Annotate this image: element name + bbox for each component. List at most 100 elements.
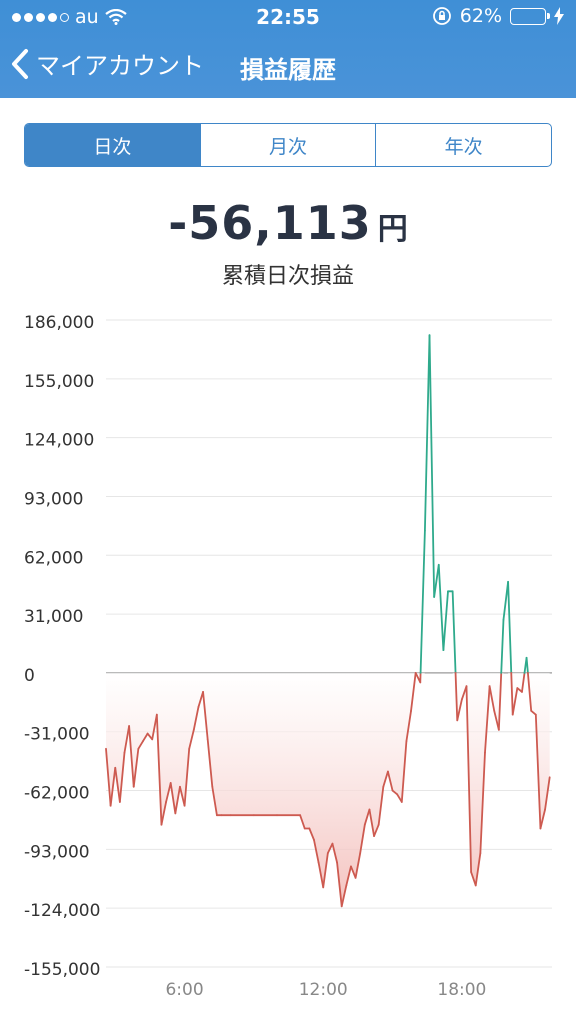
negative-area [106, 672, 550, 907]
line-segment [142, 732, 149, 743]
summary-label: 累積日次損益 [221, 264, 354, 289]
line-segment [373, 823, 380, 837]
line-segment [313, 838, 320, 864]
x-tick-label: 12:00 [299, 980, 348, 1000]
wifi-icon [105, 9, 127, 25]
y-tick-label: -155,000 [24, 960, 100, 980]
line-segment [197, 690, 204, 708]
line-segment [525, 656, 529, 674]
battery-icon [510, 7, 550, 25]
line-segment [391, 789, 399, 796]
pnl-chart-svg: 186,000 155,000 124,000 93,000 62,000 31,000 0… [24, 313, 552, 1000]
status-right: 62% [432, 5, 564, 27]
line-segment [174, 785, 181, 815]
line-segment [377, 785, 385, 826]
line-segment [322, 852, 329, 889]
y-tick-label: -124,000 [24, 901, 100, 921]
line-segment [502, 580, 509, 621]
cumulative-amount: -56,113 [168, 196, 372, 250]
line-segment [331, 842, 338, 864]
back-button[interactable]: マイアカウント [10, 46, 204, 81]
rotation-lock-icon [432, 7, 451, 25]
line-segment [160, 801, 167, 826]
line-segment [363, 808, 371, 826]
y-tick-label: 155,000 [24, 372, 94, 392]
line-segment [183, 747, 191, 807]
line-segment [510, 672, 514, 716]
line-segment [118, 751, 126, 803]
period-segmented-control: 日次 月次 年次 [24, 123, 552, 167]
line-segment [308, 827, 315, 841]
line-segment [192, 706, 200, 731]
charging-icon [554, 7, 564, 25]
line-segment [479, 751, 486, 855]
header: au 22:55 62% [0, 0, 576, 98]
line-segment [132, 747, 140, 788]
y-tick-label: 0 [24, 666, 35, 686]
line-segment [474, 852, 482, 887]
currency-unit: 円 [377, 212, 408, 247]
tab-monthly[interactable]: 月次 [201, 124, 377, 166]
y-tick-label: 186,000 [24, 313, 94, 333]
line-segment [109, 766, 117, 807]
line-segment [165, 782, 172, 803]
tab-daily[interactable]: 日次 [25, 124, 201, 166]
page-title: 損益履歴 [240, 56, 336, 84]
line-segment [317, 861, 325, 889]
line-segment [326, 842, 334, 855]
line-segment [299, 814, 306, 830]
y-tick-label: -31,000 [24, 725, 90, 745]
line-segment [511, 687, 519, 716]
line-segment [433, 563, 440, 598]
line-segment [114, 766, 121, 803]
line-segment [146, 732, 154, 741]
line-segment [534, 713, 542, 830]
tab-yearly[interactable]: 年次 [444, 135, 483, 158]
line-segment [105, 747, 112, 807]
line-segment [437, 563, 445, 652]
y-tick-label: 124,000 [24, 431, 94, 451]
y-tick-label: -93,000 [24, 842, 90, 862]
line-segment [151, 713, 158, 741]
line-segment [484, 685, 491, 754]
line-segment [123, 725, 131, 754]
line-segment [345, 865, 352, 887]
line-segment [410, 672, 417, 712]
line-segment [521, 672, 526, 693]
line-segment [179, 785, 186, 807]
line-segment [530, 709, 537, 716]
y-tick-label: 31,000 [24, 607, 83, 627]
line-segment [137, 740, 144, 750]
line-segment [488, 685, 496, 712]
line-segment [128, 725, 135, 788]
line-segment [359, 823, 366, 855]
status-bar: au 22:55 62% [0, 0, 576, 34]
line-segment [424, 334, 431, 532]
line-segment [350, 865, 357, 879]
line-segment [419, 529, 426, 674]
carrier: au [12, 6, 127, 28]
line-segment [169, 782, 177, 815]
line-segment [507, 580, 513, 674]
line-segment [405, 709, 412, 743]
line-segment [428, 334, 436, 598]
y-tick-label: -62,000 [24, 784, 90, 804]
line-segment [451, 590, 457, 674]
line-segment [465, 685, 473, 874]
line-segment [544, 776, 551, 811]
line-segment [527, 672, 533, 712]
pnl-chart: 186,000 155,000 124,000 93,000 62,000 31,000 0… [0, 300, 576, 1020]
line-segment [188, 728, 195, 750]
summary-amount-row: -56,113 円 [0, 196, 576, 250]
line-segment [442, 590, 449, 652]
line-segment [539, 808, 546, 830]
line-segment [493, 709, 500, 731]
status-time: 22:55 [256, 5, 320, 29]
line-segment [336, 861, 343, 908]
line-segment [202, 690, 209, 741]
line-segment [206, 738, 214, 788]
line-segment [340, 884, 348, 908]
line-segment [368, 808, 375, 837]
back-label: マイアカウント [36, 52, 204, 80]
line-segment [387, 770, 394, 792]
